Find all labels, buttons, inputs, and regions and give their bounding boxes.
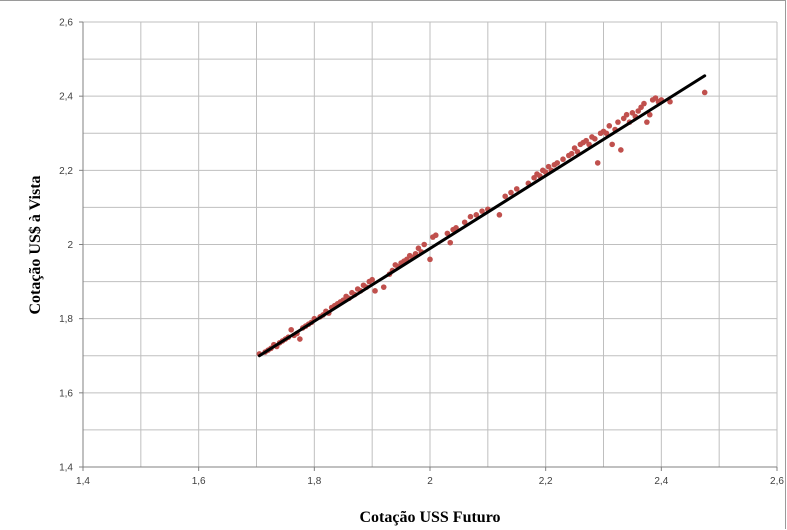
data-point: [560, 156, 566, 163]
y-tick-label: 1,6: [59, 388, 73, 399]
x-tick-label: 2,6: [770, 476, 784, 487]
data-point: [421, 241, 428, 248]
data-point: [453, 225, 459, 231]
data-point: [467, 213, 474, 220]
data-point: [432, 232, 439, 239]
data-point: [609, 141, 615, 148]
x-tick-labels: 1,4 1,6 1,8 2 2,2 2,4 2,6: [76, 476, 784, 487]
data-point: [372, 288, 378, 294]
data-point: [554, 160, 561, 166]
y-tick-labels: 1,4 1,6 1,8 2 2,2 2,4 2,6: [59, 18, 73, 474]
data-point: [513, 186, 520, 192]
data-point: [568, 150, 575, 157]
data-point: [618, 147, 624, 153]
gridlines: [82, 21, 778, 468]
data-point: [701, 89, 708, 96]
data-point: [592, 136, 598, 142]
data-point: [288, 326, 295, 333]
data-point: [641, 100, 647, 107]
x-tick-label: 2: [427, 476, 433, 487]
data-point: [473, 212, 480, 218]
axes: [79, 21, 778, 471]
data-point: [606, 123, 613, 129]
y-tick-label: 2,6: [59, 18, 73, 29]
y-tick-label: 1,8: [59, 314, 73, 325]
x-tick-label: 2,4: [654, 476, 668, 487]
trend-line-group: [257, 74, 707, 358]
y-tick-label: 2: [67, 240, 73, 251]
y-axis-title: Cotação US$ à Vista: [27, 175, 44, 314]
data-point: [444, 230, 451, 237]
x-tick-label: 1,4: [76, 476, 90, 487]
data-point: [369, 276, 375, 283]
data-point: [594, 160, 601, 166]
data-point: [646, 111, 653, 118]
data-point: [603, 130, 610, 137]
data-point: [479, 208, 485, 214]
data-point: [427, 256, 433, 263]
y-tick-label: 1,4: [59, 463, 73, 474]
y-tick-label: 2,4: [59, 92, 73, 103]
data-point: [461, 219, 468, 226]
data-point: [502, 193, 508, 200]
data-point: [586, 141, 592, 148]
x-axis-title: Cotação USS Futuro: [359, 509, 500, 526]
data-point: [623, 111, 630, 118]
y-tick-label: 2,2: [59, 166, 73, 177]
trend-line: [257, 74, 707, 358]
data-point: [380, 284, 387, 290]
x-tick-label: 1,6: [192, 476, 206, 487]
data-point: [447, 239, 454, 246]
x-tick-label: 1,8: [307, 476, 321, 487]
data-point: [615, 119, 621, 125]
data-point: [297, 336, 303, 342]
x-tick-label: 2,2: [539, 476, 553, 487]
data-point: [508, 189, 514, 196]
data-point: [667, 98, 673, 105]
data-point: [644, 119, 650, 125]
data-point: [496, 212, 503, 218]
